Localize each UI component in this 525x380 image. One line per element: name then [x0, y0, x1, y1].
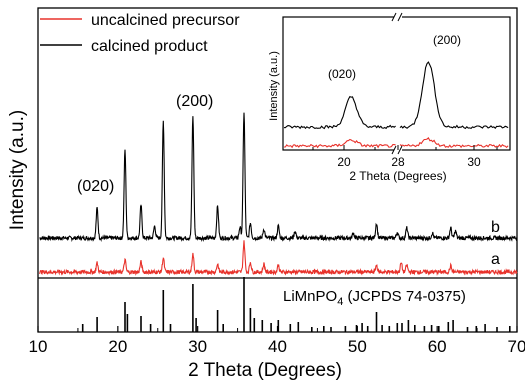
legend-label-uncalcined: uncalcined precursor [91, 12, 240, 29]
inset-line-uncalcined-seg1 [284, 138, 396, 149]
y-axis-title: Intensity (a.u.) [7, 110, 28, 230]
main-series-lines [39, 112, 518, 276]
reference-label: LiMnPO4 (JCPDS 74-0375) [283, 288, 466, 308]
x-tick-label: 40 [268, 337, 287, 356]
series-line-uncalcined [39, 240, 518, 276]
curve-label-a: a [491, 251, 500, 268]
inset-series-lines [283, 61, 509, 149]
curve-label-b: b [491, 219, 500, 236]
inset-line-calcined-seg1 [283, 95, 396, 130]
x-tick-label: 60 [428, 337, 447, 356]
inset-x-axis-title: 2 Theta (Degrees) [349, 169, 446, 183]
x-tick-label: 50 [348, 337, 367, 356]
inset-peak-label-020: (020) [328, 67, 356, 81]
inset-tick-label-28: 28 [391, 155, 405, 169]
inset-peak-label-200: (200) [433, 33, 461, 47]
legend-label-calcined: calcined product [91, 38, 208, 55]
reference-label-main: LiMnPO [283, 288, 337, 305]
reference-label-rest: (JCPDS 74-0375) [343, 288, 466, 305]
legend: uncalcined precursor calcined product [40, 12, 240, 55]
x-axis-ticks: 10 20 30 40 50 60 70 [29, 326, 525, 356]
inset-y-axis-title: Intensity (a.u.) [268, 51, 280, 121]
inset-tick-label-30: 30 [467, 155, 481, 169]
reference-bars [81, 277, 511, 332]
series-line-calcined [39, 112, 518, 243]
inset-frame [282, 16, 511, 151]
reference-label-sub: 4 [337, 296, 343, 308]
peak-label-020: (020) [77, 178, 114, 195]
x-tick-label: 10 [29, 337, 48, 356]
inset-x-ticks [312, 145, 498, 150]
inset-line-calcined-seg2 [399, 61, 509, 130]
inset-axis-break [391, 12, 403, 155]
x-tick-label: 30 [188, 337, 207, 356]
peak-label-200: (200) [176, 93, 213, 110]
x-tick-label: 70 [508, 337, 525, 356]
x-tick-label: 20 [108, 337, 127, 356]
inset-line-uncalcined-seg2 [399, 137, 509, 149]
inset-plot: 20 28 30 2 Theta (Degrees) Intensity (a.… [268, 12, 511, 183]
inset-tick-label-20: 20 [337, 155, 351, 169]
x-axis-title: 2 Theta (Degrees) [188, 360, 342, 380]
inset-break-gap-top [394, 14, 402, 20]
